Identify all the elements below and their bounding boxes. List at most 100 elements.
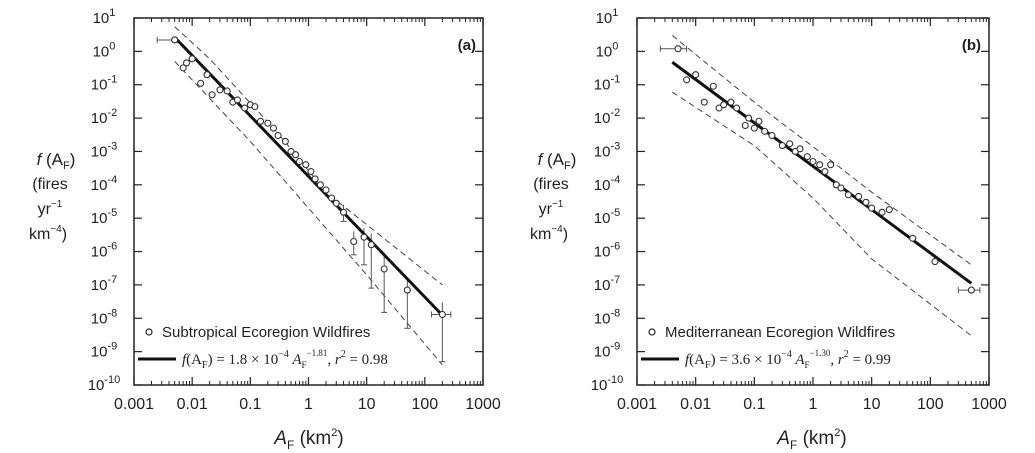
data-point [931, 258, 939, 266]
x-tick-label: 1000 [971, 396, 1007, 413]
y-tick-label: 10-2 [594, 107, 620, 127]
data-point [302, 161, 310, 169]
panel-b-legend-fit-label: f(AF) = 3.6 × 10−4 AF−1.30, r2 = 0.99 [685, 348, 891, 371]
data-point [257, 117, 265, 125]
data-point [796, 145, 804, 153]
data-point [868, 204, 876, 212]
data-point [216, 86, 224, 94]
panel-a-legend-marker-label: Subtropical Ecoregion Wildfires [162, 324, 370, 341]
data-point [179, 64, 187, 72]
data-point [674, 45, 682, 53]
panel-a-x-label: AF (km2) [273, 427, 343, 452]
y-tick-label: 10-5 [91, 207, 117, 227]
x-tick-label: 100 [917, 396, 944, 413]
data-point [269, 124, 278, 132]
data-point [332, 199, 340, 207]
data-point [403, 286, 411, 294]
data-point [827, 161, 835, 169]
data-point [339, 208, 348, 216]
data-point [171, 36, 179, 44]
data-point [182, 59, 191, 67]
y-tick-label: 10-7 [91, 274, 117, 294]
confidence-band-upper [174, 26, 443, 286]
y-tick-label: 10-9 [594, 341, 620, 361]
panel-b-y-label-line3: yr−1 [539, 199, 564, 218]
data-point [768, 131, 776, 140]
data-point [909, 234, 917, 242]
y-tick-label: 101 [596, 7, 619, 27]
y-tick-label: 10-10 [88, 374, 121, 394]
data-point [292, 151, 300, 159]
data-point [264, 119, 272, 127]
panel-b: f (AF) (fires yr−1 km−4) 0.001 0.01 0.1 1 10… [530, 7, 1007, 452]
data-point [741, 121, 749, 130]
data-point [844, 191, 852, 199]
panel-a-legend-fit-label: f(AF) = 1.8 × 10−4 AF−1.81, r2 = 0.98 [182, 348, 388, 371]
panel-a-fit-line [173, 36, 444, 317]
x-tick-label: 0.01 [177, 396, 208, 413]
panel-b-legend-marker [648, 328, 656, 336]
data-point [316, 181, 324, 189]
x-tick-label: 10 [358, 396, 376, 413]
x-tick-label: 100 [411, 396, 438, 413]
panel-b-y-label-line2: (fires [533, 176, 569, 193]
panel-b-legend-marker-label: Mediterranean Ecoregion Wildfires [665, 324, 895, 341]
data-point [700, 98, 708, 106]
panel-a-legend-marker [145, 328, 153, 336]
data-point [350, 237, 358, 246]
data-point [380, 265, 388, 273]
x-tick-label: 10 [863, 396, 881, 413]
y-tick-label: 100 [93, 40, 116, 60]
data-point [761, 127, 769, 135]
data-point [223, 87, 231, 95]
y-tick-label: 10-8 [594, 307, 620, 327]
y-tick-label: 10-2 [91, 107, 117, 127]
data-point [322, 186, 330, 194]
y-tick-label: 10-3 [91, 140, 117, 160]
power-law-fit-line [173, 36, 444, 317]
x-tick-label: 1 [809, 396, 818, 413]
data-point [360, 233, 368, 241]
y-tick-label: 10-6 [91, 241, 117, 261]
panel-b-y-label-line4: km−4) [530, 224, 568, 243]
data-point [878, 208, 886, 216]
data-point [311, 175, 319, 183]
data-point [367, 241, 375, 249]
data-point [967, 286, 975, 294]
data-point [803, 153, 811, 161]
confidence-band-upper [671, 35, 972, 266]
panel-a-y-label-line1: f (AF) [37, 150, 76, 172]
x-tick-label: 0.001 [114, 396, 154, 413]
x-tick-label: 0.01 [680, 396, 711, 413]
data-point [778, 142, 786, 150]
data-point [727, 98, 735, 106]
panel-a-y-label-line4: km−4) [29, 224, 67, 243]
panel-a-y-label-line2: (fires [32, 176, 68, 193]
data-point [715, 104, 723, 112]
panel-b-data-points [674, 45, 975, 294]
panel-b-y-label-line1: f (AF) [538, 150, 577, 172]
y-tick-label: 10-7 [594, 274, 620, 294]
panel-a-y-label-line3: yr−1 [38, 199, 63, 218]
confidence-band-lower [672, 91, 972, 337]
data-point [755, 117, 763, 125]
panel-b-axes: 0.001 0.01 0.1 1 10 100 1000 101 100 10-1 10-2 10-3… [591, 7, 1007, 413]
x-tick-label: 0.001 [617, 396, 657, 413]
data-point [821, 167, 829, 176]
y-tick-label: 100 [596, 40, 619, 60]
data-point [241, 104, 249, 112]
panel-a: f (AF) (fires yr−1 km−4) 0.001 0.01 0.1 1 10… [29, 7, 501, 452]
data-point [720, 101, 728, 109]
x-tick-label: 1 [304, 396, 313, 413]
data-point [733, 104, 741, 112]
data-point [203, 71, 211, 79]
y-tick-label: 10-10 [591, 374, 624, 394]
data-point [208, 91, 216, 99]
data-point [328, 194, 336, 202]
x-tick-label: 0.1 [743, 396, 765, 413]
panel-a-legend: Subtropical Ecoregion Wildfires f(AF) = … [138, 324, 388, 371]
y-tick-label: 101 [93, 7, 116, 27]
data-point [197, 79, 205, 87]
panel-b-label: (b) [962, 37, 981, 54]
data-point [287, 147, 295, 156]
